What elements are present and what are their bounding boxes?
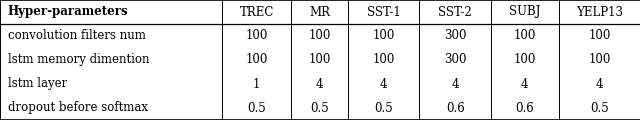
Text: lstm layer: lstm layer [8, 78, 67, 90]
Text: 100: 100 [588, 54, 611, 66]
Text: dropout before softmax: dropout before softmax [8, 102, 148, 114]
Text: SST-1: SST-1 [367, 6, 401, 18]
Text: 100: 100 [308, 54, 331, 66]
Text: 100: 100 [588, 30, 611, 42]
Text: TREC: TREC [239, 6, 274, 18]
Text: 0.5: 0.5 [310, 102, 329, 114]
Text: 100: 100 [514, 54, 536, 66]
Text: convolution filters num: convolution filters num [8, 30, 145, 42]
Text: SUBJ: SUBJ [509, 6, 541, 18]
Text: YELP13: YELP13 [576, 6, 623, 18]
Text: Hyper-parameters: Hyper-parameters [8, 6, 128, 18]
Text: MR: MR [309, 6, 330, 18]
Text: 0.5: 0.5 [590, 102, 609, 114]
Text: 300: 300 [444, 30, 467, 42]
Text: lstm memory dimention: lstm memory dimention [8, 54, 149, 66]
Text: 100: 100 [372, 54, 395, 66]
Text: 4: 4 [596, 78, 603, 90]
Text: 100: 100 [246, 54, 268, 66]
Text: 0.6: 0.6 [515, 102, 534, 114]
Text: 100: 100 [514, 30, 536, 42]
Text: 100: 100 [246, 30, 268, 42]
Text: 100: 100 [372, 30, 395, 42]
Text: 4: 4 [521, 78, 529, 90]
Text: 4: 4 [380, 78, 387, 90]
Text: 4: 4 [451, 78, 459, 90]
Text: 100: 100 [308, 30, 331, 42]
Text: 1: 1 [253, 78, 260, 90]
Text: 4: 4 [316, 78, 323, 90]
Text: 0.6: 0.6 [446, 102, 465, 114]
Text: 0.5: 0.5 [374, 102, 393, 114]
Text: 0.5: 0.5 [248, 102, 266, 114]
Text: SST-2: SST-2 [438, 6, 472, 18]
Text: 300: 300 [444, 54, 467, 66]
